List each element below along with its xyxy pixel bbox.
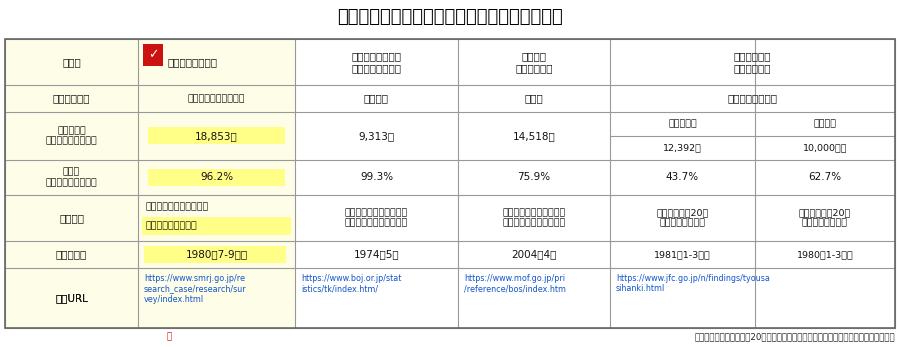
Bar	[295, 268, 458, 328]
Bar	[610, 268, 755, 328]
Bar	[295, 85, 458, 112]
Bar	[295, 39, 458, 85]
Text: 1980年1-3月期: 1980年1-3月期	[796, 250, 853, 259]
Bar	[138, 195, 295, 241]
Text: 日本銀行: 日本銀行	[364, 93, 389, 103]
Bar	[755, 268, 895, 328]
Text: 全国中小企業
動向調査結果: 全国中小企業 動向調査結果	[734, 51, 771, 73]
Bar	[143, 44, 163, 66]
Text: 75.9%: 75.9%	[518, 172, 551, 183]
Text: https://www.smrj.go.jp/re
search_case/research/sur
vey/index.html: https://www.smrj.go.jp/re search_case/re…	[144, 274, 247, 304]
Bar	[610, 112, 755, 160]
Text: 事業者＊は約８割。: 事業者＊は約８割。	[146, 221, 198, 230]
Bar	[458, 241, 610, 268]
Bar	[755, 160, 895, 195]
Bar	[5, 160, 138, 195]
Bar	[755, 85, 895, 112]
Bar	[610, 160, 755, 195]
Text: 参考URL: 参考URL	[55, 293, 88, 303]
Bar	[138, 268, 295, 328]
Text: 全国企業短期経済
観測調査（短観）: 全国企業短期経済 観測調査（短観）	[352, 51, 401, 73]
Text: 原則従業者が20人
以上の中小企業。: 原則従業者が20人 以上の中小企業。	[656, 208, 708, 228]
Bar	[148, 127, 285, 144]
Text: https://www.mof.go.jp/pri
/reference/bos/index.htm: https://www.mof.go.jp/pri /reference/bos…	[464, 274, 566, 294]
Text: 18,853社: 18,853社	[195, 131, 238, 141]
Text: 中小企業景況調査: 中小企業景況調査	[168, 57, 218, 67]
Bar	[610, 85, 755, 112]
Bar	[458, 160, 610, 195]
Text: 99.3%: 99.3%	[360, 172, 393, 183]
Text: 調査対象: 調査対象	[59, 213, 84, 223]
Text: 参考URL: 参考URL	[55, 293, 88, 303]
Text: 調査対象数
（直近の結果より）: 調査対象数 （直近の結果より）	[46, 126, 97, 146]
Bar	[458, 39, 610, 85]
Bar	[144, 246, 286, 263]
Text: 1981年1-3月期: 1981年1-3月期	[654, 250, 711, 259]
Text: 日本政策金融公庫: 日本政策金融公庫	[727, 93, 778, 103]
Text: 原則従業者が20人
未満の中小企業。: 原則従業者が20人 未満の中小企業。	[799, 208, 851, 228]
Text: 1980年7-9月期: 1980年7-9月期	[185, 249, 248, 260]
Bar	[295, 195, 458, 241]
Text: 調査開始時: 調査開始時	[56, 249, 87, 260]
Text: 10,000企業: 10,000企業	[803, 144, 847, 152]
Bar	[458, 268, 610, 328]
Text: 12,392社: 12,392社	[663, 144, 702, 152]
Text: 表１　中小企業を対象とした景況調査について: 表１ 中小企業を対象とした景況調査について	[338, 8, 562, 26]
Text: 2004年4月: 2004年4月	[511, 249, 557, 260]
Bar	[138, 39, 295, 85]
Bar	[295, 241, 458, 268]
Bar	[5, 112, 138, 160]
Bar	[148, 169, 285, 186]
Bar	[5, 39, 138, 85]
Bar	[458, 85, 610, 112]
Bar	[138, 160, 295, 195]
Text: 全国の中小企業。小規模: 全国の中小企業。小規模	[146, 203, 209, 212]
Text: 14,518社: 14,518社	[513, 131, 555, 141]
Bar	[458, 195, 610, 241]
Text: 1974年5月: 1974年5月	[354, 249, 400, 260]
Bar	[755, 241, 895, 268]
Bar	[5, 241, 138, 268]
Bar	[5, 268, 138, 328]
Text: 9,313社: 9,313社	[358, 131, 394, 141]
Bar	[5, 85, 138, 112]
Text: https://www.jfc.go.jp/n/findings/tyousa
sihanki.html: https://www.jfc.go.jp/n/findings/tyousa …	[616, 274, 770, 294]
Text: 財務省: 財務省	[525, 93, 544, 103]
Text: 法人企業
景気予測調査: 法人企業 景気予測調査	[515, 51, 553, 73]
Bar	[458, 112, 610, 160]
Bar	[295, 160, 458, 195]
Text: 小企業編: 小企業編	[814, 119, 836, 128]
Bar	[138, 112, 295, 160]
Bar	[5, 195, 138, 241]
Bar	[610, 195, 755, 241]
Text: 中小企業基盤整備機構: 中小企業基盤整備機構	[188, 94, 245, 103]
Text: https://www.boj.or.jp/stat
istics/tk/index.htm/: https://www.boj.or.jp/stat istics/tk/ind…	[301, 274, 401, 294]
Text: 62.7%: 62.7%	[808, 172, 842, 183]
Text: 製造業、建設業は従業員20人以下。卸売業、小売業、サービス業は従業員５人以下。: 製造業、建設業は従業員20人以下。卸売業、小売業、サービス業は従業員５人以下。	[695, 332, 895, 341]
Text: 中小企業編: 中小企業編	[668, 119, 697, 128]
Bar	[295, 112, 458, 160]
Text: 回収率
（直近の結果より）: 回収率 （直近の結果より）	[46, 168, 97, 187]
Bar	[142, 217, 291, 235]
Text: 調査実施組織: 調査実施組織	[53, 93, 90, 103]
Bar	[755, 195, 895, 241]
Bar	[138, 241, 295, 268]
Text: 96.2%: 96.2%	[200, 172, 233, 183]
Text: 43.7%: 43.7%	[666, 172, 699, 183]
Text: 資本金１千万円以上の企
業。中小企業は約４割。: 資本金１千万円以上の企 業。中小企業は約４割。	[502, 208, 565, 228]
Bar	[755, 112, 895, 160]
Bar	[5, 39, 895, 328]
Text: 資本金２千万円以上の企
業。中小企業は約５割。: 資本金２千万円以上の企 業。中小企業は約５割。	[345, 208, 408, 228]
Text: ＊: ＊	[167, 332, 172, 341]
Bar	[610, 39, 755, 85]
Text: 調査名: 調査名	[62, 57, 81, 67]
Bar	[138, 85, 295, 112]
Bar	[610, 241, 755, 268]
Bar	[755, 39, 895, 85]
Text: ✓: ✓	[148, 49, 158, 61]
